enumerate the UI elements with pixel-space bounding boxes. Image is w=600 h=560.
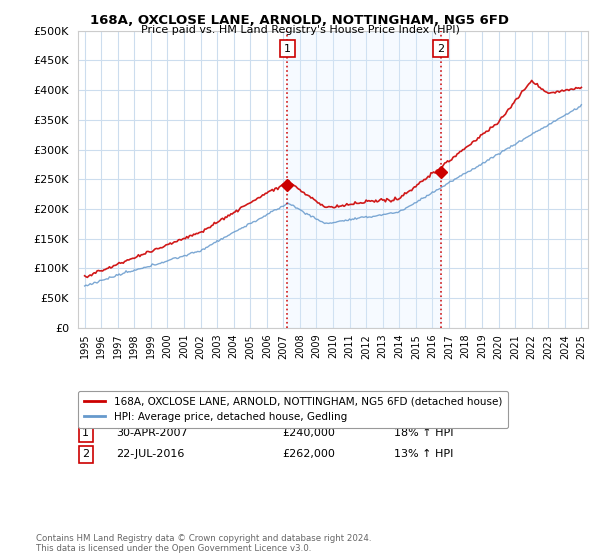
Text: 2: 2 <box>437 44 444 54</box>
Text: 1: 1 <box>82 428 89 438</box>
Text: 18% ↑ HPI: 18% ↑ HPI <box>394 428 454 438</box>
Text: Contains HM Land Registry data © Crown copyright and database right 2024.
This d: Contains HM Land Registry data © Crown c… <box>36 534 371 553</box>
Legend: 168A, OXCLOSE LANE, ARNOLD, NOTTINGHAM, NG5 6FD (detached house), HPI: Average p: 168A, OXCLOSE LANE, ARNOLD, NOTTINGHAM, … <box>78 391 508 428</box>
Text: 30-APR-2007: 30-APR-2007 <box>116 428 188 438</box>
Text: 22-JUL-2016: 22-JUL-2016 <box>116 449 185 459</box>
Text: 2: 2 <box>82 449 89 459</box>
Bar <box>287 31 440 328</box>
Text: 1: 1 <box>284 44 291 54</box>
Text: £262,000: £262,000 <box>282 449 335 459</box>
Text: Price paid vs. HM Land Registry's House Price Index (HPI): Price paid vs. HM Land Registry's House … <box>140 25 460 35</box>
Text: £240,000: £240,000 <box>282 428 335 438</box>
Text: 168A, OXCLOSE LANE, ARNOLD, NOTTINGHAM, NG5 6FD: 168A, OXCLOSE LANE, ARNOLD, NOTTINGHAM, … <box>91 14 509 27</box>
Text: 13% ↑ HPI: 13% ↑ HPI <box>394 449 454 459</box>
